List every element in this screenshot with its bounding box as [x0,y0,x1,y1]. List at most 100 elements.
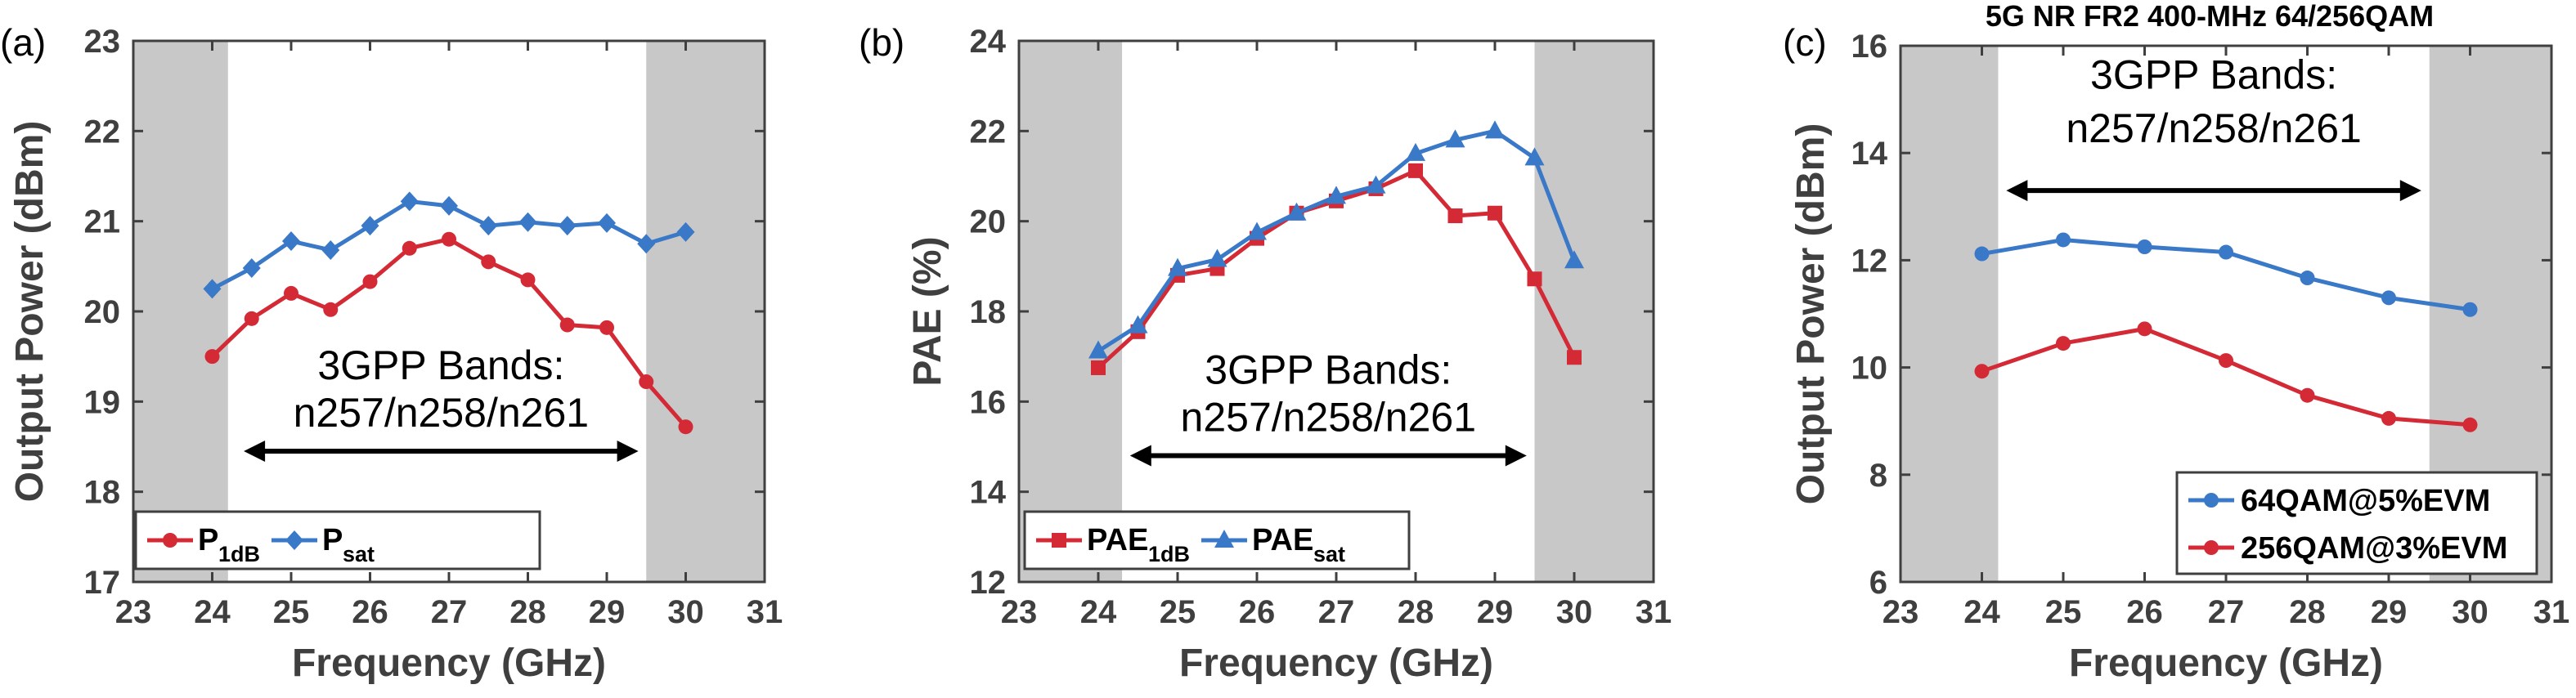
data-point-PAEsat [1207,248,1227,267]
x-tick-label: 27 [2208,594,2245,630]
legend-label-subscript: sat [1313,542,1345,566]
data-point-Psat [676,221,695,242]
shaded-region-1 [1019,41,1123,582]
x-axis-label: Frequency (GHz) [1179,642,1493,685]
data-point-PAEsat [1406,142,1425,161]
data-point-256QAM@3%EVM [2137,321,2152,337]
data-point-64QAM@5%EVM [2462,302,2478,317]
data-point-PAEsat [1485,120,1505,139]
x-tick-label: 31 [1636,594,1672,630]
data-point-P1dB [559,317,575,333]
data-point-PAE1dB [1408,163,1423,178]
data-point-Psat [479,216,498,236]
x-tick-label: 28 [509,594,546,630]
data-point-PAEsat [1445,129,1465,148]
data-point-P1dB [520,272,536,288]
y-tick-label: 16 [1851,29,1888,65]
chart-panel-2: 23 24 25 26 27 28 29 30 31 12 14 16 18 20 22 24 Frequenc… [859,21,1672,685]
y-tick-label: 19 [84,384,121,420]
data-point-PAEsat [1128,315,1148,333]
data-point-64QAM@5%EVM [2219,244,2233,260]
panel-label: (a) [0,21,46,64]
data-point-256QAM@3%EVM [2300,387,2315,403]
data-point-PAEsat [1524,147,1545,166]
data-point-Psat [321,239,340,260]
band-arrow-head-left [2006,180,2028,202]
data-point-PAE1dB [1488,205,1502,221]
chart-panel-3: 23 24 25 26 27 28 29 30 31 6 8 10 12 14 16 Frequency (G… [1783,0,2569,685]
x-tick-label: 28 [2289,594,2326,630]
legend-label-subscript: 1dB [218,542,260,566]
data-point-P1dB [323,302,339,317]
data-point-256QAM@3%EVM [2462,417,2478,432]
data-point-PAEsat [1286,202,1307,221]
band-arrow-head-left [1129,445,1151,467]
x-tick-label: 31 [2533,594,2570,630]
x-tick-label: 25 [1160,594,1196,630]
data-point-Psat [242,258,261,279]
x-tick-label: 26 [352,594,388,630]
data-point-Psat [400,191,419,212]
panel-label: (b) [859,21,904,64]
x-tick-label: 26 [2126,594,2163,630]
x-tick-label: 23 [115,594,152,630]
data-point-PAE1dB [1091,360,1106,375]
series-line-PAEsat [1097,128,1577,353]
data-point-P1dB [284,285,298,301]
y-tick-label: 20 [84,294,121,330]
data-point-Psat [518,212,537,232]
x-axis-label: Frequency (GHz) [292,642,606,685]
y-axis-label: Output Power (dBm) [1789,123,1833,505]
x-tick-label: 27 [431,594,468,630]
data-point-256QAM@3%EVM [1974,364,1990,379]
x-tick-label: 29 [1477,594,1514,630]
band-arrow-head-left [244,441,266,463]
y-tick-label: 14 [1851,136,1888,172]
y-tick-label: 12 [970,565,1007,601]
band-arrow-head-right [617,441,639,463]
x-tick-label: 24 [1963,594,2000,630]
y-tick-label: 16 [970,384,1007,420]
band-arrow-head-right [1505,445,1527,467]
annotation-line-2: n257/n258/n261 [1181,395,1476,441]
series-line-256QAM@3%EVM [1981,326,2471,427]
legend-swatch-marker [2204,540,2219,555]
x-tick-label: 29 [2371,594,2408,630]
y-tick-label: 24 [970,24,1007,60]
data-point-PAE1dB [1527,271,1542,287]
legend-swatch-marker [163,533,177,548]
data-point-256QAM@3%EVM [2056,336,2071,351]
annotation-line-1: 3GPP Bands: [317,342,564,388]
shaded-region-1 [133,41,228,582]
y-tick-label: 17 [84,565,121,601]
x-tick-label: 27 [1318,594,1355,630]
data-point-64QAM@5%EVM [2381,290,2396,306]
data-point-64QAM@5%EVM [1974,246,1990,262]
x-tick-label: 25 [273,594,310,630]
legend-box [134,510,541,570]
y-axis-label: Output Power (dBm) [8,121,52,503]
shaded-region-2 [646,41,765,582]
x-tick-label: 30 [1556,594,1593,630]
x-tick-label: 24 [1080,594,1117,630]
data-point-PAE1dB [1567,350,1582,365]
data-point-Psat [637,234,656,254]
data-point-256QAM@3%EVM [2219,353,2233,369]
x-tick-label: 31 [747,594,783,630]
data-point-Psat [598,213,616,233]
x-tick-label: 23 [1001,594,1038,630]
x-tick-label: 28 [1398,594,1434,630]
data-point-P1dB [204,349,220,365]
legend: 64QAM@5%EVM 256QAM@3%EVM [2175,471,2538,575]
legend-label: P [198,523,218,557]
annotation-line-2: n257/n258/n261 [2066,105,2361,151]
data-point-64QAM@5%EVM [2056,232,2071,248]
y-tick-label: 21 [84,204,121,240]
data-point-P1dB [481,254,496,270]
legend-swatch-marker [2204,493,2219,508]
data-point-Psat [203,279,222,299]
shaded-region-1 [1901,46,1999,582]
data-point-PAEsat [1088,340,1108,359]
y-tick-label: 6 [1869,565,1887,601]
